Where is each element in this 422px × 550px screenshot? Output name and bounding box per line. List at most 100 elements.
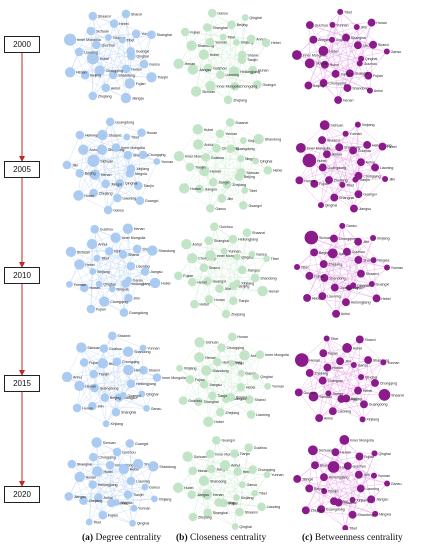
network-degree-2010: Heilongjiang Jilin Guangdong Ningxia Chongqi… (65, 223, 175, 317)
network-node (342, 130, 349, 137)
network-edge (331, 39, 339, 101)
network-node (173, 151, 185, 162)
node-label: Yunnan (74, 283, 86, 287)
network-edge (323, 352, 384, 363)
network-edge (358, 259, 388, 268)
node-label: Jilin (227, 197, 233, 201)
network-edge (320, 175, 359, 206)
network-edge (332, 22, 372, 26)
network-edge (309, 372, 385, 396)
network-edge (359, 339, 384, 363)
network-edge (90, 228, 129, 310)
node-label: Inner Mongolia (307, 146, 331, 150)
network-edge (204, 133, 221, 172)
network-edge (119, 183, 141, 201)
node-label: Shanghai (320, 464, 335, 468)
network-node (194, 397, 203, 407)
node-label: Qinghai (357, 284, 370, 288)
node-label: Henan (210, 170, 221, 174)
network-node (239, 350, 250, 361)
network-edge (322, 139, 383, 147)
network-node (354, 237, 363, 246)
node-label: Tibet (349, 526, 357, 530)
network-node (203, 416, 214, 427)
network-edge (352, 150, 386, 180)
node-label: Shanxi (363, 258, 374, 262)
network-node (382, 175, 389, 182)
node-label: Gansu (215, 207, 226, 211)
node-label: Qinghai (249, 16, 262, 20)
network-edge (83, 465, 111, 501)
node-label: Yunnan (225, 132, 237, 136)
network-node (304, 81, 313, 90)
node-label: Gansu (256, 253, 267, 257)
network-edge (185, 31, 252, 40)
network-edge (66, 164, 106, 185)
network-edge (196, 86, 235, 92)
node-label: Hubei (161, 281, 171, 285)
node-label: Qinghai (146, 392, 159, 396)
node-label: Guangxi (213, 280, 227, 284)
node-label: Chongqing (258, 468, 275, 472)
network-edge (93, 335, 113, 375)
network-node (187, 64, 199, 75)
node-label: Guangxi (355, 72, 369, 76)
network-edge (335, 451, 375, 454)
network-edge (244, 355, 252, 415)
network-edge (311, 237, 374, 261)
network-edge (94, 134, 103, 175)
network-edge (115, 237, 146, 272)
network-edge (313, 338, 327, 397)
node-label: Guangxi (127, 394, 141, 398)
network-edge (326, 124, 359, 155)
network-edge (76, 407, 107, 425)
network-edge (218, 469, 253, 503)
network-node (205, 250, 216, 261)
network-degree-2015: Jiangsu Shanghai Xinjiang Beijing Jilin Hunan… (61, 331, 186, 428)
network-node (194, 352, 205, 363)
network-edge (99, 23, 115, 71)
network-node (65, 280, 73, 288)
network-node (264, 382, 272, 390)
network-edge (308, 450, 314, 489)
network-edge (105, 39, 123, 88)
node-label: Chongqing (240, 85, 257, 89)
network-node (370, 234, 377, 241)
network-edge (102, 134, 139, 186)
network-edge (298, 380, 323, 393)
network-edge (91, 243, 132, 267)
node-label: Tibet (227, 35, 235, 39)
network-node (250, 273, 260, 283)
network-node (292, 50, 302, 60)
node-label: Tibet (301, 265, 309, 269)
network-edge (70, 251, 85, 288)
network-edge (373, 260, 377, 299)
network-node (257, 502, 266, 512)
network-edge (337, 51, 388, 101)
network-edge (335, 241, 359, 314)
node-label: Xinjiang (336, 38, 349, 42)
node-label: Tianjin (328, 490, 338, 494)
network-node (348, 510, 357, 519)
node-label: Gansu (113, 208, 124, 212)
network-edge (178, 487, 255, 494)
network-node (241, 187, 249, 194)
network-node (90, 383, 99, 393)
node-label: Zhejiang (311, 509, 325, 513)
network-edge (203, 267, 234, 301)
node-label: Shanghai (213, 511, 228, 515)
network-betweenness-2000: Guizhou Fujian Anhui Guangxi Shandong Henan Ji… (292, 8, 401, 104)
node-label: Fujian (229, 501, 239, 505)
network-node (172, 482, 184, 493)
network-edge (110, 121, 142, 133)
network-node (205, 80, 216, 92)
node-label: Tianjin (240, 452, 250, 456)
network-edge (192, 470, 208, 513)
network-edge (208, 240, 234, 301)
year-label: 2020 (13, 490, 31, 499)
node-label: Hubei (204, 128, 214, 132)
network-edge (223, 465, 226, 503)
network-edge (94, 228, 153, 251)
network-node (311, 461, 319, 470)
